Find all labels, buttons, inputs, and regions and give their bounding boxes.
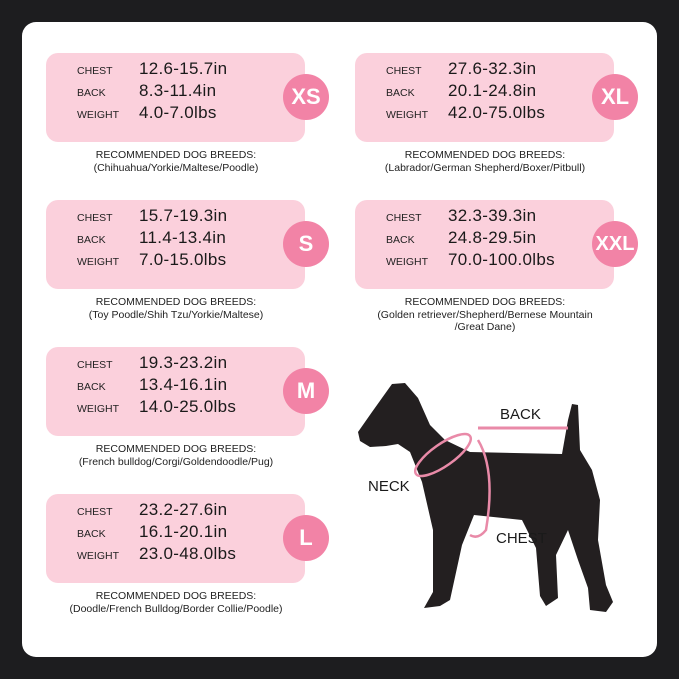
breeds-text: (Golden retriever/Shepherd/Bernese Mount… [377, 308, 593, 321]
recommended-heading: RECOMMENDED DOG BREEDS: [95, 443, 257, 455]
weight-row: WEIGHT 23.0-48.0lbs [46, 542, 305, 564]
recommended-breeds: RECOMMENDED DOG BREEDS: (Toy Poodle/Shih … [26, 296, 326, 321]
weight-label: WEIGHT [77, 109, 119, 121]
weight-label: WEIGHT [386, 109, 428, 121]
chest-row: CHEST 23.2-27.6in [46, 498, 305, 520]
breeds-text: /Great Dane) [454, 321, 516, 333]
size-badge: M [283, 368, 329, 414]
chest-row: CHEST 15.7-19.3in [46, 204, 305, 226]
chest-row: CHEST 27.6-32.3in [355, 57, 614, 79]
chest-value: 12.6-15.7in [139, 59, 228, 78]
back-label: BACK [386, 87, 415, 99]
diagram-back-label: BACK [500, 406, 541, 423]
back-label: BACK [77, 381, 106, 393]
weight-row: WEIGHT 4.0-7.0lbs [46, 101, 305, 123]
size-badge: XL [592, 74, 638, 120]
weight-value: 42.0-75.0lbs [448, 103, 546, 122]
recommended-heading: RECOMMENDED DOG BREEDS: [95, 590, 257, 602]
breeds-text: (Toy Poodle/Shih Tzu/Yorkie/Maltese) [88, 308, 264, 321]
back-label: BACK [77, 528, 106, 540]
chest-label: CHEST [77, 506, 113, 518]
recommended-heading: RECOMMENDED DOG BREEDS: [95, 149, 257, 161]
chest-row: CHEST 19.3-23.2in [46, 351, 305, 373]
back-value: 13.4-16.1in [139, 375, 228, 394]
breeds-text: (Doodle/French Bulldog/Border Collie/Poo… [69, 602, 283, 615]
diagram-chest-label: CHEST [496, 530, 547, 547]
weight-value: 4.0-7.0lbs [139, 103, 217, 122]
back-row: BACK 20.1-24.8in [355, 79, 614, 101]
chest-value: 32.3-39.3in [448, 206, 537, 225]
weight-value: 7.0-15.0lbs [139, 250, 227, 269]
chest-label: CHEST [386, 65, 422, 77]
back-row: BACK 11.4-13.4in [46, 226, 305, 248]
weight-row: WEIGHT 14.0-25.0lbs [46, 395, 305, 417]
size-badge: S [283, 221, 329, 267]
size-card: CHEST 19.3-23.2in BACK 13.4-16.1in WEIGH… [46, 347, 305, 436]
dog-silhouette [358, 383, 613, 612]
recommended-heading: RECOMMENDED DOG BREEDS: [404, 149, 566, 161]
breeds-text: (French bulldog/Corgi/Goldendoodle/Pug) [78, 455, 274, 468]
neck-measure-loop [413, 432, 473, 478]
weight-row: WEIGHT 70.0-100.0lbs [355, 248, 614, 270]
weight-row: WEIGHT 42.0-75.0lbs [355, 101, 614, 123]
back-value: 8.3-11.4in [139, 81, 217, 100]
size-badge: XXL [592, 221, 638, 267]
back-label: BACK [386, 234, 415, 246]
weight-label: WEIGHT [77, 403, 119, 415]
diagram-neck-label: NECK [368, 478, 410, 495]
recommended-heading: RECOMMENDED DOG BREEDS: [95, 296, 257, 308]
size-badge: XS [283, 74, 329, 120]
size-card: CHEST 15.7-19.3in BACK 11.4-13.4in WEIGH… [46, 200, 305, 289]
weight-value: 23.0-48.0lbs [139, 544, 237, 563]
chest-value: 15.7-19.3in [139, 206, 228, 225]
recommended-heading: RECOMMENDED DOG BREEDS: [404, 296, 566, 308]
chest-row: CHEST 32.3-39.3in [355, 204, 614, 226]
recommended-breeds: RECOMMENDED DOG BREEDS: (Chihuahua/Yorkie… [26, 149, 326, 174]
chest-label: CHEST [77, 65, 113, 77]
size-card: CHEST 27.6-32.3in BACK 20.1-24.8in WEIGH… [355, 53, 614, 142]
recommended-breeds: RECOMMENDED DOG BREEDS: (Golden retriever… [335, 296, 635, 334]
chest-row: CHEST 12.6-15.7in [46, 57, 305, 79]
breeds-text: (Chihuahua/Yorkie/Maltese/Poodle) [93, 161, 259, 174]
back-label: BACK [77, 87, 106, 99]
recommended-breeds: RECOMMENDED DOG BREEDS: (Doodle/French Bu… [26, 590, 326, 615]
back-label: BACK [77, 234, 106, 246]
back-row: BACK 24.8-29.5in [355, 226, 614, 248]
weight-label: WEIGHT [77, 550, 119, 562]
size-card: CHEST 23.2-27.6in BACK 16.1-20.1in WEIGH… [46, 494, 305, 583]
recommended-breeds: RECOMMENDED DOG BREEDS: (French bulldog/C… [26, 443, 326, 468]
chest-value: 23.2-27.6in [139, 500, 228, 519]
weight-value: 14.0-25.0lbs [139, 397, 237, 416]
back-row: BACK 13.4-16.1in [46, 373, 305, 395]
back-row: BACK 16.1-20.1in [46, 520, 305, 542]
chest-label: CHEST [77, 212, 113, 224]
back-value: 24.8-29.5in [448, 228, 537, 247]
size-card: CHEST 12.6-15.7in BACK 8.3-11.4in WEIGHT… [46, 53, 305, 142]
size-card: CHEST 32.3-39.3in BACK 24.8-29.5in WEIGH… [355, 200, 614, 289]
back-row: BACK 8.3-11.4in [46, 79, 305, 101]
weight-label: WEIGHT [77, 256, 119, 268]
weight-label: WEIGHT [386, 256, 428, 268]
back-value: 11.4-13.4in [139, 228, 227, 247]
chest-measure-loop [469, 439, 491, 538]
chest-value: 19.3-23.2in [139, 353, 228, 372]
chest-label: CHEST [77, 359, 113, 371]
breeds-text: (Labrador/German Shepherd/Boxer/Pitbull) [384, 161, 586, 174]
weight-value: 70.0-100.0lbs [448, 250, 555, 269]
recommended-breeds: RECOMMENDED DOG BREEDS: (Labrador/German … [335, 149, 635, 174]
back-value: 20.1-24.8in [448, 81, 537, 100]
chest-label: CHEST [386, 212, 422, 224]
size-badge: L [283, 515, 329, 561]
weight-row: WEIGHT 7.0-15.0lbs [46, 248, 305, 270]
back-value: 16.1-20.1in [139, 522, 228, 541]
chest-value: 27.6-32.3in [448, 59, 537, 78]
